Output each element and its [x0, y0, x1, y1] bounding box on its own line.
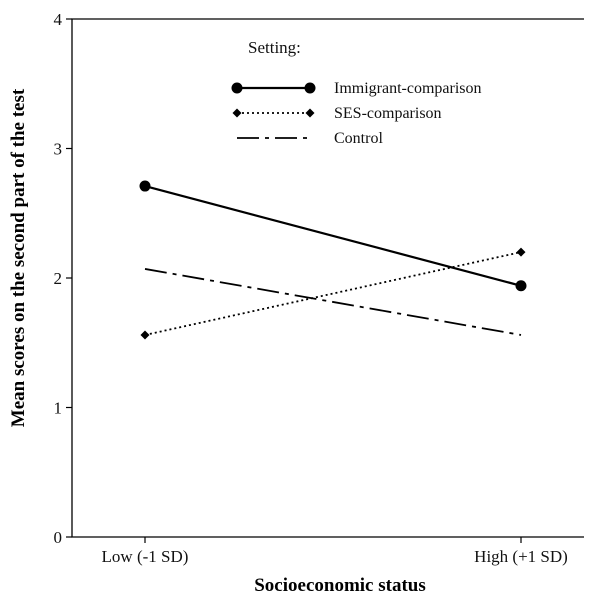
y-tick-label: 1	[54, 399, 63, 418]
legend-label: SES-comparison	[334, 105, 442, 122]
legend-marker	[231, 82, 243, 94]
data-point	[140, 330, 150, 340]
axes	[71, 18, 584, 538]
plot-frame	[71, 18, 584, 538]
series-0	[139, 180, 527, 292]
series-1	[140, 247, 526, 340]
data-point	[516, 247, 526, 257]
series-2	[144, 268, 522, 336]
series-line	[144, 184, 522, 287]
x-axis-ticks: Low (-1 SD) High (+1 SD)	[102, 537, 568, 566]
legend-item: Control	[237, 130, 383, 147]
legend-label: Immigrant-comparison	[334, 80, 482, 97]
legend-marker	[305, 108, 315, 118]
x-tick-label: High (+1 SD)	[474, 547, 568, 566]
legend-title: Setting:	[248, 38, 301, 57]
y-tick-label: 0	[54, 528, 63, 547]
y-tick-label: 3	[54, 140, 63, 159]
series-line	[144, 268, 522, 336]
x-tick-label: Low (-1 SD)	[102, 547, 189, 566]
x-axis-title: Socioeconomic status	[254, 575, 426, 596]
y-axis-title: Mean scores on the second part of the te…	[8, 88, 29, 427]
legend-label: Control	[334, 130, 383, 147]
y-axis-ticks: 0 1 2 3 4	[54, 10, 72, 547]
y-tick-label: 2	[54, 269, 63, 288]
legend-item: Immigrant-comparison	[231, 80, 482, 97]
y-tick-label: 4	[54, 10, 63, 29]
data-point	[139, 180, 151, 192]
legend-marker	[304, 82, 316, 94]
series-group	[139, 180, 527, 340]
series-line	[144, 251, 522, 336]
legend-item: SES-comparison	[232, 105, 442, 122]
legend-marker	[232, 108, 242, 118]
legend: Setting: Immigrant-comparison SES-compari…	[231, 38, 482, 147]
data-point	[515, 280, 527, 292]
